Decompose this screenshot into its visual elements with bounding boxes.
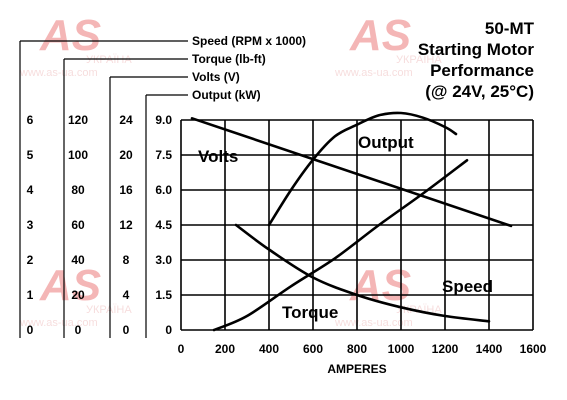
svg-text:УКРАЇНА: УКРАЇНА: [396, 54, 442, 66]
x-axis-label: AMPERES: [327, 362, 386, 376]
svg-text:www.as-ua.com: www.as-ua.com: [334, 67, 413, 79]
x-tick-label: 1400: [476, 342, 503, 356]
y-tick-label: 0: [27, 323, 34, 337]
y-tick-label: 7.5: [155, 148, 172, 162]
title-line-3: Performance: [430, 61, 534, 80]
y-tick-label: 9.0: [155, 113, 172, 127]
chart-title: 50-MT Starting Motor Performance (@ 24V,…: [418, 19, 535, 101]
svg-text:www.as-ua.com: www.as-ua.com: [334, 317, 413, 329]
y-tick-label: 3.0: [155, 253, 172, 267]
y-tick-label: 6.0: [155, 183, 172, 197]
series-label-speed: Speed: [442, 277, 493, 296]
y-tick-label: 60: [71, 218, 85, 232]
output-curve: [267, 111, 458, 227]
x-tick-label: 200: [215, 342, 235, 356]
x-tick-label: 1600: [520, 342, 547, 356]
x-tick-label: 1000: [388, 342, 415, 356]
y-tick-label: 20: [119, 148, 133, 162]
svg-text:www.as-ua.com: www.as-ua.com: [19, 317, 98, 329]
svg-text:www.as-ua.com: www.as-ua.com: [19, 67, 98, 79]
y-tick-label: 8: [123, 253, 130, 267]
y-tick-label: 12: [119, 218, 133, 232]
y-tick-label: 0: [165, 323, 172, 337]
watermark-logo-top-right: AS УКРАЇНА www.as-ua.com: [334, 11, 442, 79]
y-tick-label: 100: [68, 148, 88, 162]
title-line-1: 50-MT: [485, 19, 535, 38]
watermark-logo-top-left: AS УКРАЇНА www.as-ua.com: [19, 11, 132, 79]
y-tick-label: 16: [119, 183, 133, 197]
svg-text:AS: AS: [349, 11, 411, 60]
x-tick-label: 600: [303, 342, 323, 356]
x-tick-label: 800: [347, 342, 367, 356]
y-tick-label: 120: [68, 113, 88, 127]
torque-curve: [212, 159, 469, 332]
title-line-2: Starting Motor: [418, 40, 535, 59]
title-line-4: (@ 24V, 25°C): [425, 82, 534, 101]
y-tick-label: 4: [27, 183, 34, 197]
y-tick-label: 5: [27, 148, 34, 162]
x-tick-label: 400: [259, 342, 279, 356]
series-label-output: Output: [358, 133, 414, 152]
y-tick-label: 0: [123, 323, 130, 337]
y-tick-label: 6: [27, 113, 34, 127]
svg-text:AS: AS: [39, 11, 101, 60]
watermark-logo-bottom-left: AS УКРАЇНА www.as-ua.com: [19, 261, 132, 329]
y-tick-label: 40: [71, 253, 85, 267]
y-tick-label: 24: [119, 113, 133, 127]
speed-curve: [234, 223, 491, 323]
svg-text:УКРАЇНА: УКРАЇНА: [86, 54, 132, 66]
axis-legend-3: Output (kW): [192, 88, 261, 102]
y-tick-label: 0: [75, 323, 82, 337]
y-tick-label: 4.5: [155, 218, 172, 232]
y-tick-label: 1: [27, 288, 34, 302]
series-label-torque: Torque: [282, 303, 338, 322]
axis-legend-2: Volts (V): [192, 70, 240, 84]
y-tick-label: 3: [27, 218, 34, 232]
y-tick-label: 20: [71, 288, 85, 302]
series-label-volts: Volts: [198, 147, 238, 166]
svg-text:УКРАЇНА: УКРАЇНА: [86, 304, 132, 316]
x-tick-label: 0: [178, 342, 185, 356]
volts-line: [190, 117, 513, 228]
y-tick-label: 2: [27, 253, 34, 267]
axis-legend-1: Torque (lb-ft): [192, 52, 266, 66]
y-tick-label: 4: [123, 288, 130, 302]
series-layer: [190, 111, 513, 332]
svg-text:AS: AS: [39, 261, 101, 310]
y-tick-label: 1.5: [155, 288, 172, 302]
x-tick-label: 1200: [432, 342, 459, 356]
axis-legend-0: Speed (RPM x 1000): [192, 34, 306, 48]
y-tick-label: 80: [71, 183, 85, 197]
